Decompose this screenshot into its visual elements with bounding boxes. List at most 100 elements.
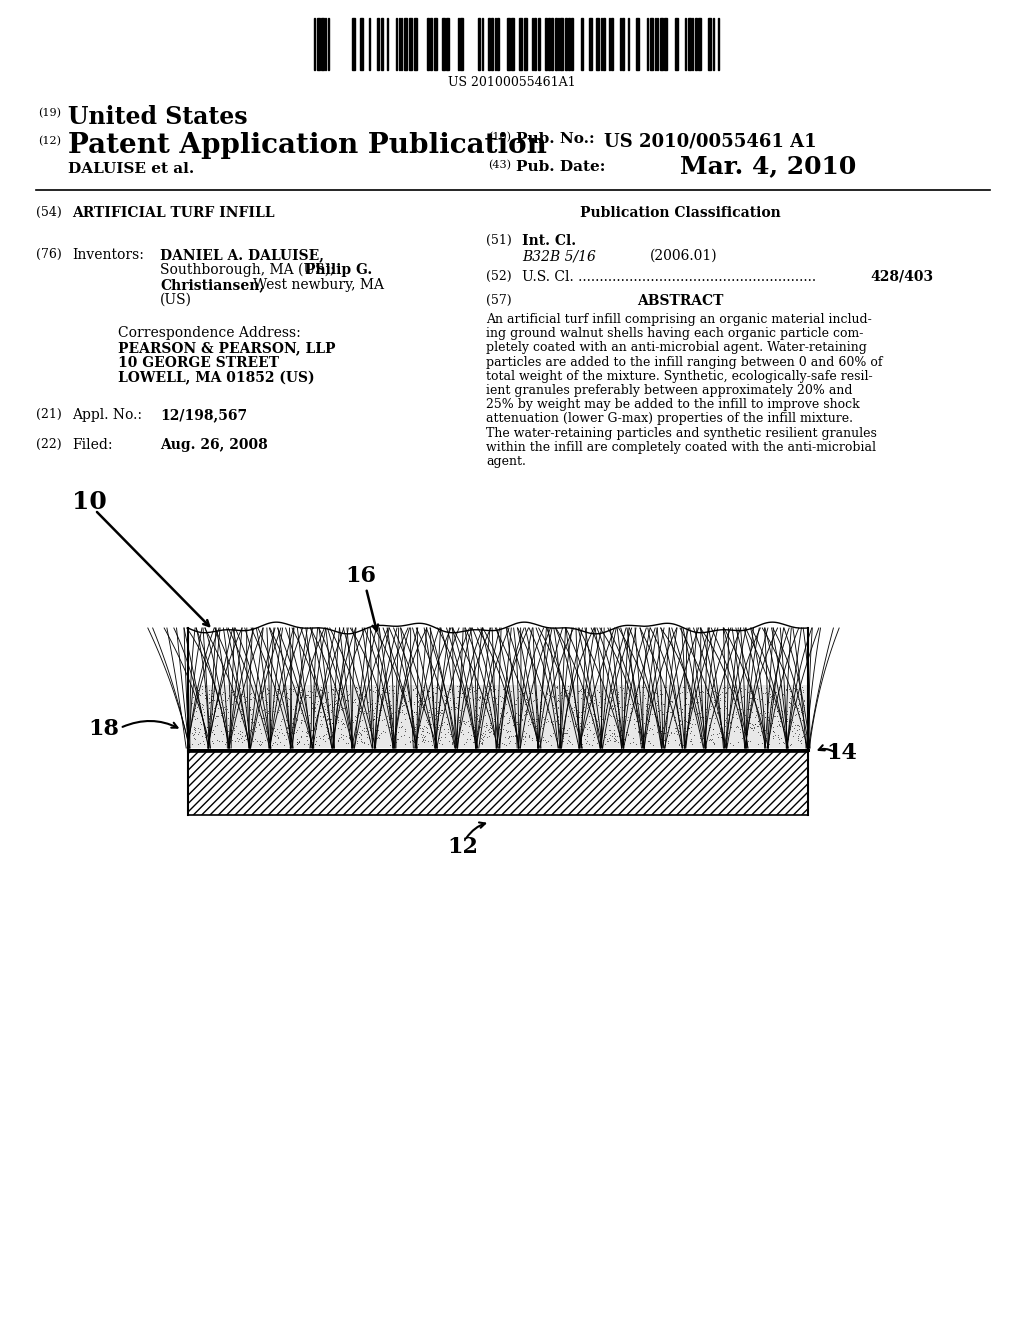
- Text: Christiansen,: Christiansen,: [160, 279, 264, 292]
- Bar: [478, 18, 480, 70]
- Text: US 20100055461A1: US 20100055461A1: [449, 77, 575, 88]
- Bar: [581, 18, 583, 70]
- Bar: [603, 18, 605, 70]
- Bar: [377, 18, 379, 70]
- Text: 10 GEORGE STREET: 10 GEORGE STREET: [118, 356, 279, 370]
- Text: West newbury, MA: West newbury, MA: [253, 279, 384, 292]
- Bar: [571, 18, 573, 70]
- Text: Int. Cl.: Int. Cl.: [522, 234, 577, 248]
- Text: Mar. 4, 2010: Mar. 4, 2010: [680, 154, 856, 178]
- Text: LOWELL, MA 01852 (US): LOWELL, MA 01852 (US): [118, 371, 314, 385]
- Text: (21): (21): [36, 408, 61, 421]
- Bar: [414, 18, 417, 70]
- Text: (43): (43): [488, 160, 511, 170]
- Text: Publication Classification: Publication Classification: [580, 206, 780, 220]
- Bar: [589, 18, 592, 70]
- Bar: [560, 18, 563, 70]
- Text: 14: 14: [826, 742, 857, 764]
- Bar: [596, 18, 599, 70]
- Text: PEARSON & PEARSON, LLP: PEARSON & PEARSON, LLP: [118, 341, 336, 355]
- Text: 25% by weight may be added to the infill to improve shock: 25% by weight may be added to the infill…: [486, 399, 860, 412]
- Text: B32B 5/16: B32B 5/16: [522, 249, 596, 263]
- Bar: [511, 18, 514, 70]
- Text: particles are added to the infill ranging between 0 and 60% of: particles are added to the infill rangin…: [486, 355, 883, 368]
- Bar: [488, 18, 490, 70]
- Bar: [446, 18, 449, 70]
- Text: 12/198,567: 12/198,567: [160, 408, 247, 422]
- Text: (19): (19): [38, 108, 61, 119]
- Text: 12: 12: [447, 836, 478, 858]
- Text: ABSTRACT: ABSTRACT: [637, 294, 723, 308]
- Bar: [317, 18, 319, 70]
- Text: An artificial turf infill comprising an organic material includ-: An artificial turf infill comprising an …: [486, 313, 871, 326]
- Bar: [534, 18, 536, 70]
- Bar: [524, 18, 527, 70]
- Text: 10: 10: [72, 490, 106, 513]
- Text: US 2010/0055461 A1: US 2010/0055461 A1: [604, 132, 816, 150]
- Bar: [555, 18, 557, 70]
- Text: Philip G.: Philip G.: [305, 263, 373, 277]
- Text: 428/403: 428/403: [870, 271, 933, 284]
- Text: DANIEL A. DALUISE,: DANIEL A. DALUISE,: [160, 248, 324, 261]
- Text: (51): (51): [486, 234, 512, 247]
- Bar: [434, 18, 437, 70]
- Text: ARTIFICIAL TURF INFILL: ARTIFICIAL TURF INFILL: [72, 206, 274, 220]
- Text: (12): (12): [38, 136, 61, 147]
- Bar: [695, 18, 697, 70]
- Text: United States: United States: [68, 106, 248, 129]
- Text: (US): (US): [160, 293, 193, 308]
- Text: Appl. No.:: Appl. No.:: [72, 408, 142, 422]
- Bar: [675, 18, 678, 70]
- Bar: [442, 18, 445, 70]
- Bar: [611, 18, 613, 70]
- Bar: [698, 18, 701, 70]
- Text: (57): (57): [486, 294, 512, 308]
- Text: 18: 18: [88, 718, 119, 741]
- Bar: [352, 18, 355, 70]
- Bar: [430, 18, 432, 70]
- Text: ient granules preferably between approximately 20% and: ient granules preferably between approxi…: [486, 384, 853, 397]
- Text: ing ground walnut shells having each organic particle com-: ing ground walnut shells having each org…: [486, 327, 863, 341]
- Text: (2006.01): (2006.01): [650, 249, 718, 263]
- Bar: [519, 18, 522, 70]
- Text: pletely coated with an anti-microbial agent. Water-retaining: pletely coated with an anti-microbial ag…: [486, 342, 867, 354]
- Text: total weight of the mixture. Synthetic, ecologically-safe resil-: total weight of the mixture. Synthetic, …: [486, 370, 872, 383]
- Bar: [188, 685, 808, 748]
- Text: Filed:: Filed:: [72, 438, 113, 451]
- Text: Southborough, MA (US);: Southborough, MA (US);: [160, 263, 335, 277]
- Bar: [636, 18, 639, 70]
- Text: 16: 16: [345, 565, 376, 587]
- Bar: [708, 18, 711, 70]
- Text: The water-retaining particles and synthetic resilient granules: The water-retaining particles and synthe…: [486, 426, 877, 440]
- Text: (22): (22): [36, 438, 61, 451]
- Bar: [551, 18, 553, 70]
- Bar: [427, 18, 429, 70]
- Bar: [497, 18, 499, 70]
- Text: Correspondence Address:: Correspondence Address:: [118, 326, 301, 341]
- Bar: [460, 18, 463, 70]
- Bar: [664, 18, 667, 70]
- Bar: [188, 752, 808, 814]
- Bar: [548, 18, 550, 70]
- Bar: [409, 18, 412, 70]
- Text: Patent Application Publication: Patent Application Publication: [68, 132, 547, 158]
- Text: agent.: agent.: [486, 455, 526, 469]
- Text: (76): (76): [36, 248, 61, 261]
- Bar: [507, 18, 510, 70]
- Bar: [188, 628, 808, 814]
- Bar: [650, 18, 653, 70]
- Bar: [545, 18, 547, 70]
- Bar: [568, 18, 570, 70]
- Text: Pub. Date:: Pub. Date:: [516, 160, 605, 174]
- Text: DALUISE et al.: DALUISE et al.: [68, 162, 195, 176]
- Text: attenuation (lower G-max) properties of the infill mixture.: attenuation (lower G-max) properties of …: [486, 412, 853, 425]
- Bar: [360, 18, 362, 70]
- Bar: [660, 18, 663, 70]
- Text: Pub. No.:: Pub. No.:: [516, 132, 595, 147]
- Text: U.S. Cl. ........................................................: U.S. Cl. ...............................…: [522, 271, 816, 284]
- Text: (52): (52): [486, 271, 512, 282]
- Bar: [490, 18, 493, 70]
- Bar: [538, 18, 540, 70]
- Bar: [404, 18, 407, 70]
- Bar: [381, 18, 383, 70]
